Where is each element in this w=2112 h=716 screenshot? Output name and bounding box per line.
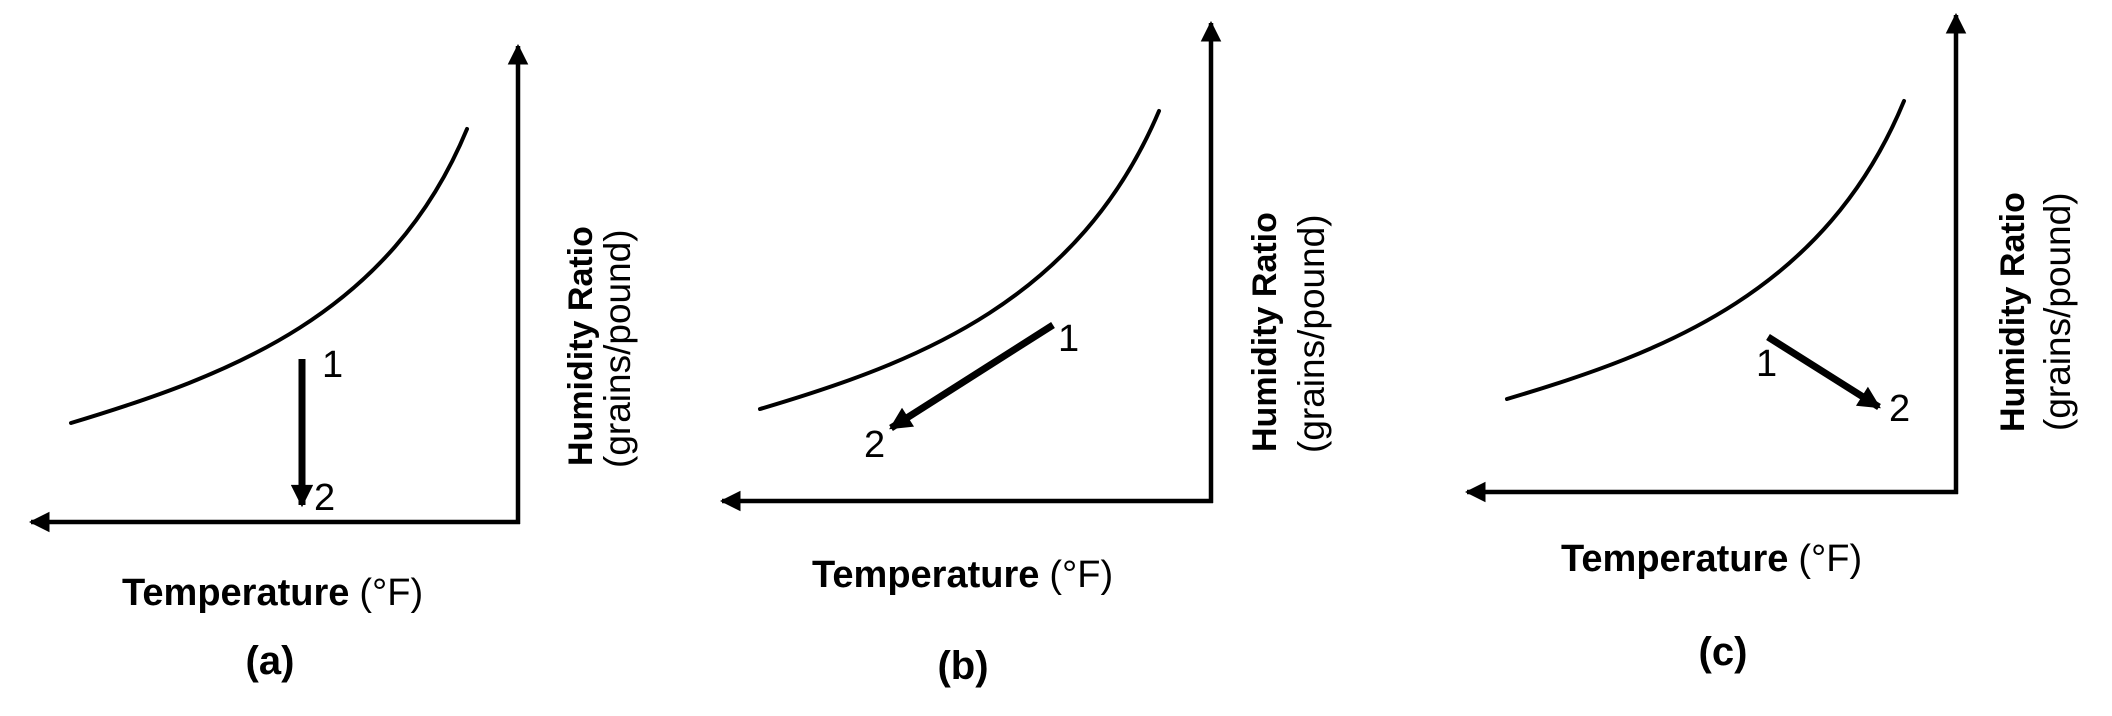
y-axis-unit: (grains/pound) [597,229,638,468]
x-axis-unit: (°F) [359,572,423,614]
y-axis-unit: (grains/pound) [2037,192,2078,431]
panel-a: 1 2 Humidity Ratio (grains/pound) Temper… [28,43,638,683]
panel-caption: (c) [1699,630,1748,674]
point-2-label: 2 [864,424,885,466]
x-axis-label: Temperature [1561,538,1788,580]
point-2-label: 2 [314,477,335,519]
process-arrow [1766,334,1881,410]
saturation-curve [1505,99,1906,401]
point-1-label: 1 [1756,343,1777,385]
saturation-curve [69,127,469,425]
x-axis-title: Temperature (°F) [122,572,423,614]
point-1-label: 1 [322,344,343,386]
x-axis-title: Temperature (°F) [1561,538,1862,580]
x-axis-unit: (°F) [1049,554,1113,596]
saturation-curve [758,109,1161,411]
point-2-label: 2 [1889,388,1910,430]
x-axis-unit: (°F) [1798,538,1862,580]
panel-caption: (a) [246,639,295,683]
x-axis-label: Temperature [122,572,349,614]
y-axis-unit: (grains/pound) [1291,214,1332,453]
point-1-label: 1 [1058,318,1079,360]
panel-b: 1 2 Humidity Ratio (grains/pound) Temper… [719,20,1332,688]
y-axis-label: Humidity Ratio [562,226,600,466]
process-arrow [889,322,1055,431]
panel-caption: (b) [937,644,988,688]
y-axis-label: Humidity Ratio [1246,212,1284,452]
panel-c: 1 2 Humidity Ratio (grains/pound) Temper… [1464,12,2078,674]
x-axis-title: Temperature (°F) [812,554,1113,596]
x-axis-label: Temperature [812,554,1039,596]
y-axis-label: Humidity Ratio [1994,192,2032,432]
